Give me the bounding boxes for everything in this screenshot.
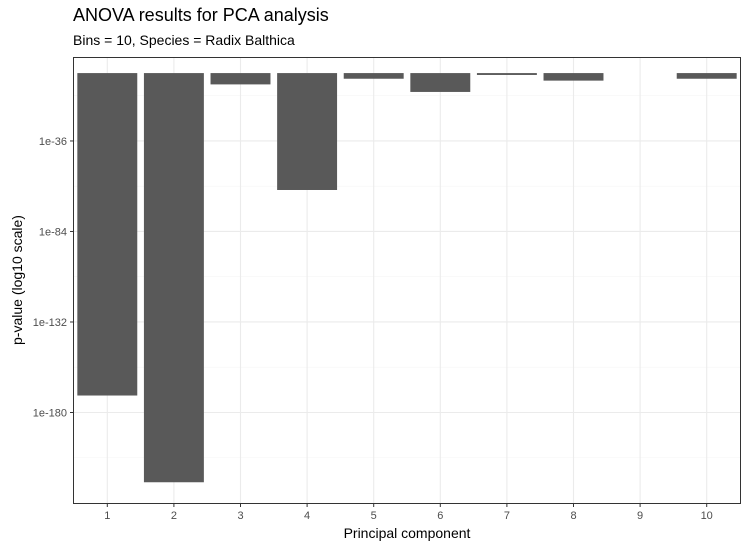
x-tick-label: 8 xyxy=(570,510,576,522)
x-axis-title: Principal component xyxy=(344,525,471,541)
y-axis-title: p-value (log10 scale) xyxy=(9,215,25,345)
x-tick-label: 6 xyxy=(437,510,443,522)
bar-8 xyxy=(543,73,604,81)
bar-6 xyxy=(410,73,471,92)
x-tick-label: 7 xyxy=(504,510,510,522)
bar-4 xyxy=(277,73,338,190)
y-tick-label: 1e-36 xyxy=(39,136,67,148)
chart-subtitle: Bins = 10, Species = Radix Balthica xyxy=(73,32,295,48)
x-tick-label: 4 xyxy=(304,510,310,522)
y-tick-label: 1e-132 xyxy=(33,317,67,329)
x-tick-label: 1 xyxy=(104,510,110,522)
bar-1 xyxy=(77,73,138,396)
y-tick-label: 1e-84 xyxy=(39,226,67,238)
x-tick-label: 3 xyxy=(237,510,243,522)
x-tick-label: 9 xyxy=(637,510,643,522)
y-tick-label: 1e-180 xyxy=(33,407,67,419)
bar-3 xyxy=(210,73,271,85)
panel-border xyxy=(73,57,741,504)
x-tick-label: 10 xyxy=(701,510,713,522)
x-tick-label: 2 xyxy=(171,510,177,522)
axis-layer: 1e-36 1e-84 1e-132 1e-180 1 2 3 4 5 6 7 8 9 10 xyxy=(33,136,713,522)
chart-title: ANOVA results for PCA analysis xyxy=(73,5,329,25)
bar-2 xyxy=(143,73,204,483)
bar-5 xyxy=(343,73,404,79)
bar-10 xyxy=(676,73,737,79)
bar-7 xyxy=(476,73,537,75)
bars-layer xyxy=(77,73,737,483)
x-tick-label: 5 xyxy=(371,510,377,522)
